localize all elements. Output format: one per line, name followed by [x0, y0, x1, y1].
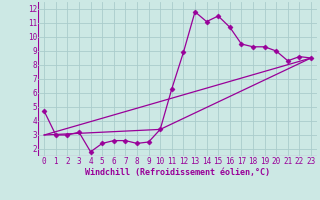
X-axis label: Windchill (Refroidissement éolien,°C): Windchill (Refroidissement éolien,°C)	[85, 168, 270, 177]
